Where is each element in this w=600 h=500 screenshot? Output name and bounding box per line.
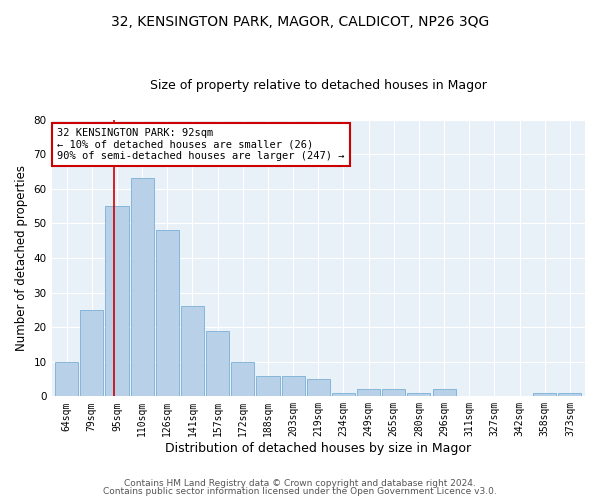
Bar xyxy=(307,379,330,396)
Text: 32, KENSINGTON PARK, MAGOR, CALDICOT, NP26 3QG: 32, KENSINGTON PARK, MAGOR, CALDICOT, NP… xyxy=(111,15,489,29)
Bar xyxy=(382,390,406,396)
Bar xyxy=(181,306,204,396)
Bar xyxy=(281,376,305,396)
Text: Contains HM Land Registry data © Crown copyright and database right 2024.: Contains HM Land Registry data © Crown c… xyxy=(124,478,476,488)
Bar xyxy=(357,390,380,396)
Bar xyxy=(156,230,179,396)
Text: 32 KENSINGTON PARK: 92sqm
← 10% of detached houses are smaller (26)
90% of semi-: 32 KENSINGTON PARK: 92sqm ← 10% of detac… xyxy=(57,128,344,161)
Bar xyxy=(55,362,78,396)
Title: Size of property relative to detached houses in Magor: Size of property relative to detached ho… xyxy=(150,79,487,92)
Bar xyxy=(131,178,154,396)
Bar xyxy=(407,393,430,396)
Y-axis label: Number of detached properties: Number of detached properties xyxy=(15,165,28,351)
X-axis label: Distribution of detached houses by size in Magor: Distribution of detached houses by size … xyxy=(165,442,472,455)
Bar xyxy=(206,330,229,396)
Bar xyxy=(256,376,280,396)
Bar xyxy=(106,206,128,396)
Text: Contains public sector information licensed under the Open Government Licence v3: Contains public sector information licen… xyxy=(103,487,497,496)
Bar xyxy=(80,310,103,396)
Bar xyxy=(332,393,355,396)
Bar xyxy=(533,393,556,396)
Bar xyxy=(231,362,254,396)
Bar xyxy=(559,393,581,396)
Bar xyxy=(433,390,455,396)
